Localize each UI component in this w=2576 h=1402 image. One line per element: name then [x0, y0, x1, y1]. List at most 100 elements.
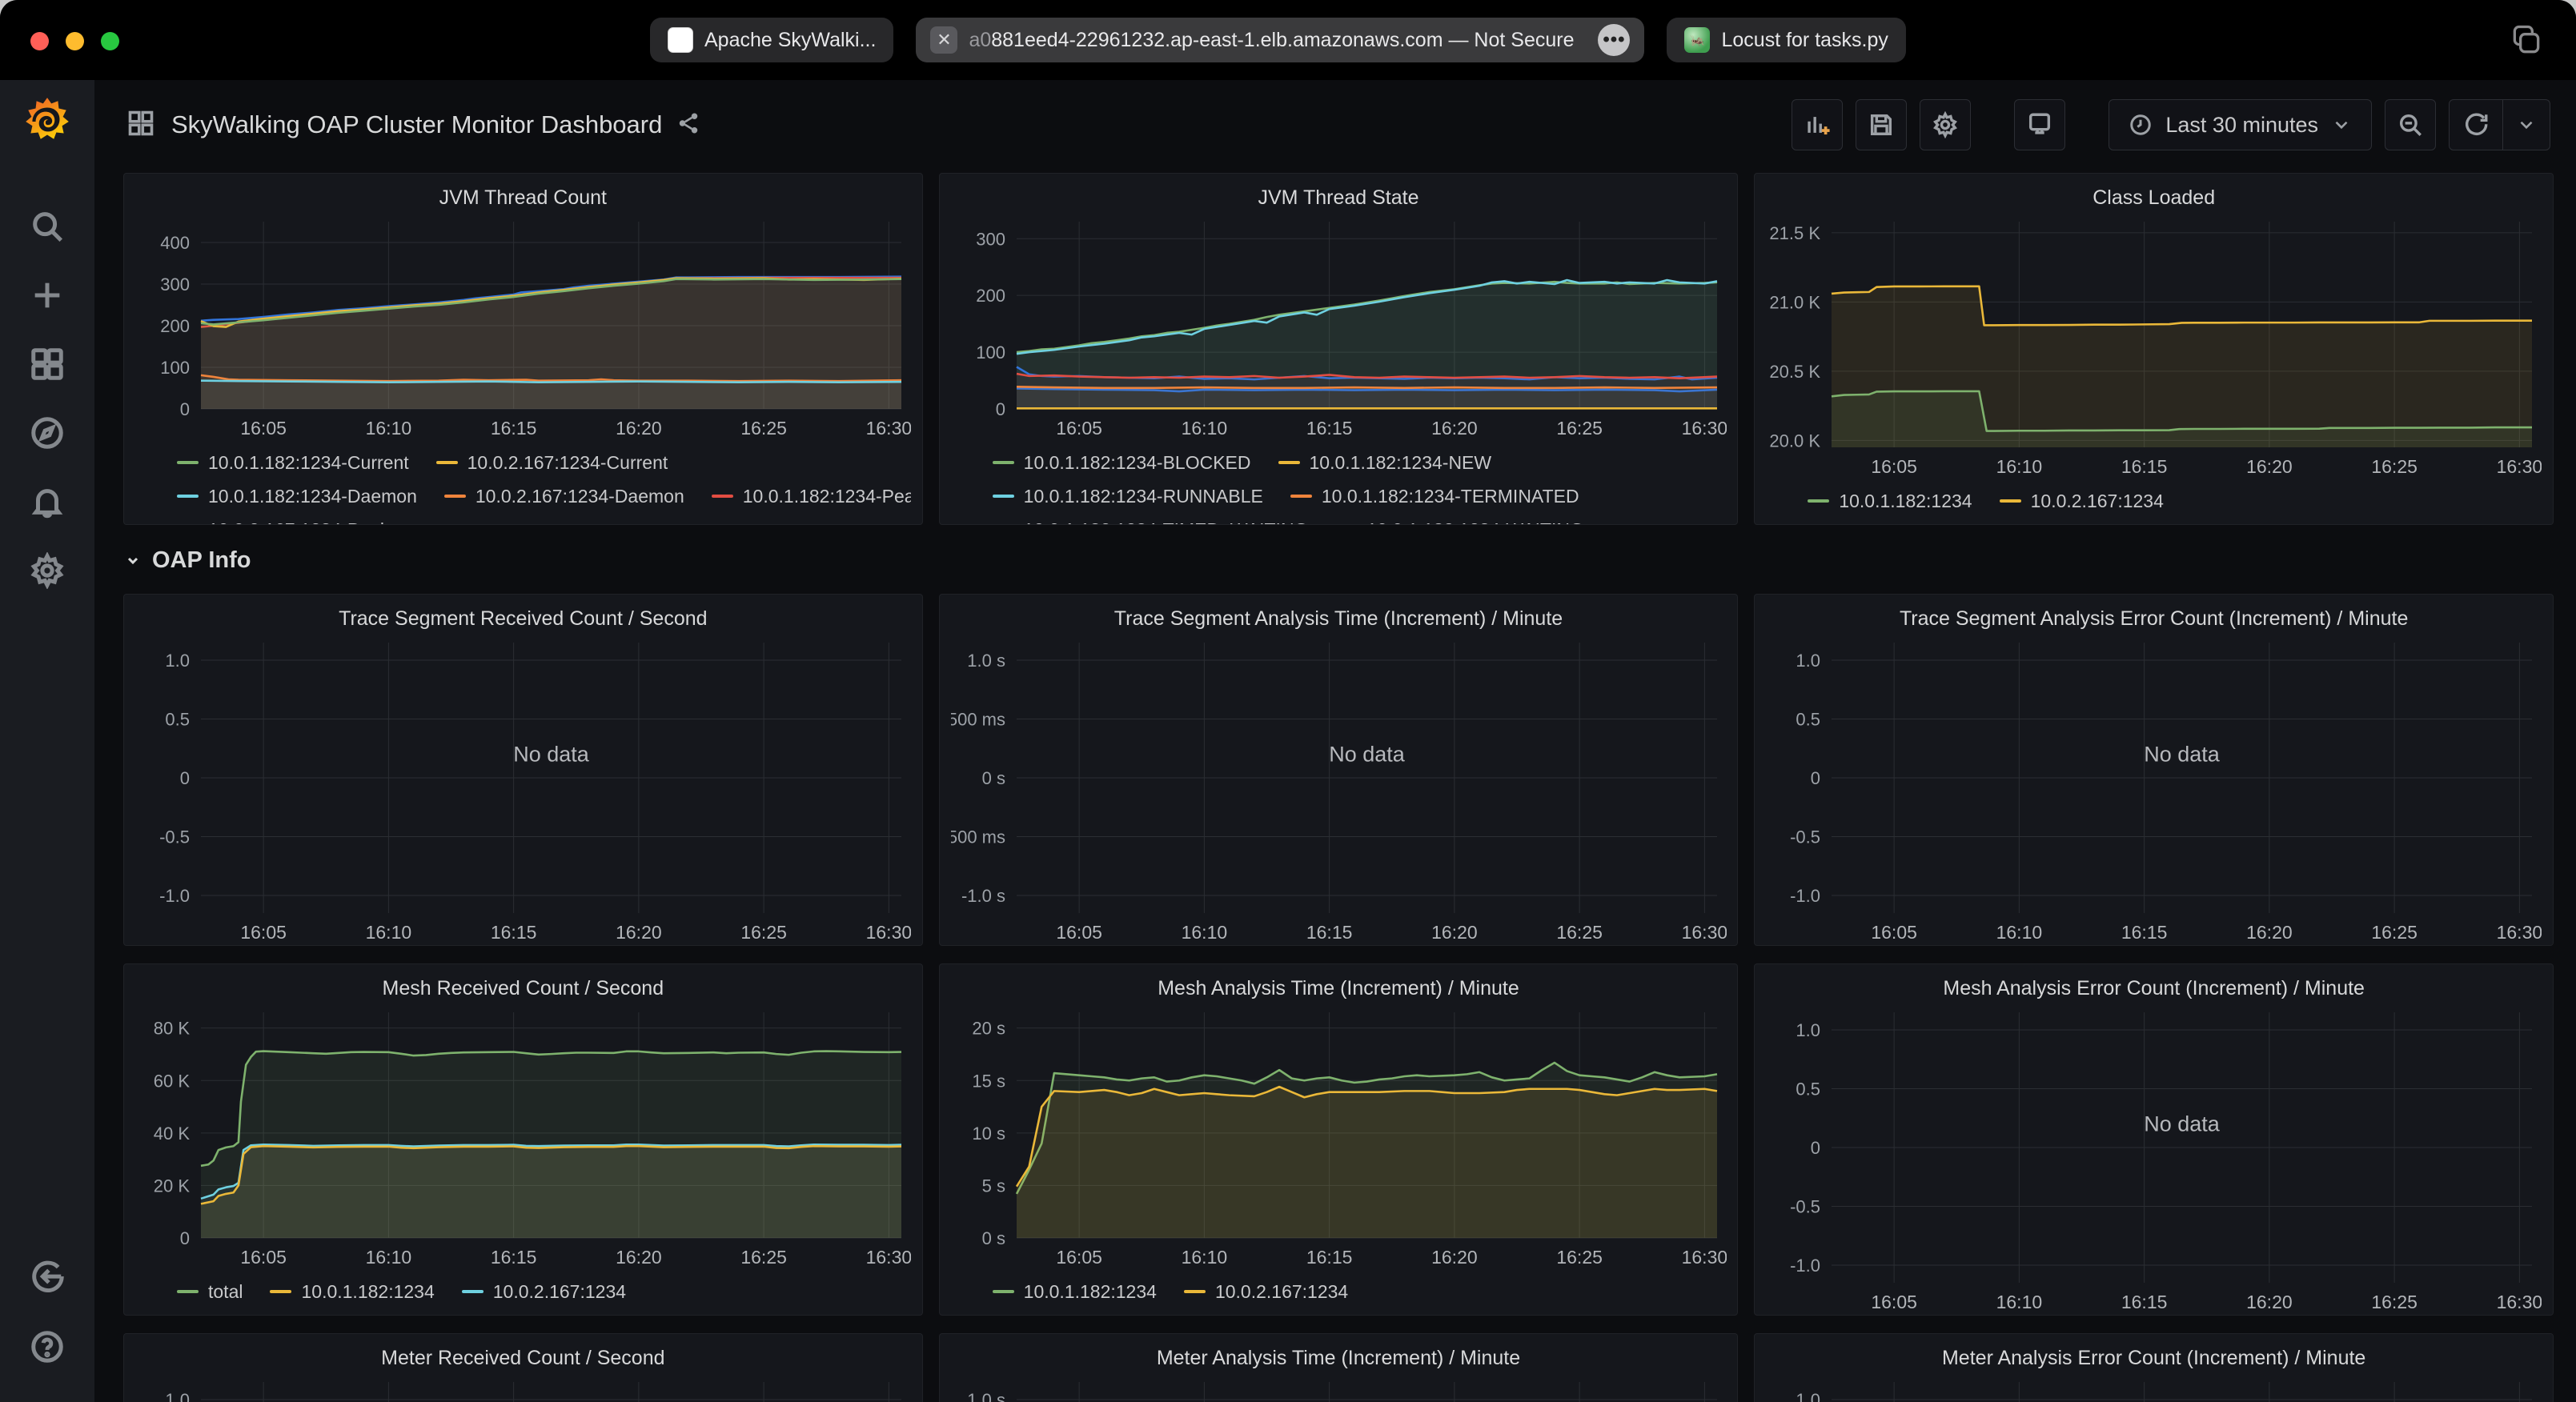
svg-text:20 K: 20 K — [154, 1176, 191, 1196]
panel: Mesh Analysis Error Count (Increment) / … — [1754, 963, 2554, 1316]
add-panel-button[interactable] — [1792, 99, 1844, 150]
svg-text:0.5: 0.5 — [1796, 710, 1821, 730]
legend-item[interactable]: 10.0.2.167:1234 — [461, 1280, 627, 1303]
help-icon[interactable] — [29, 1328, 66, 1365]
legend-item[interactable]: 10.0.1.182:1234 — [992, 1281, 1157, 1303]
panel-title[interactable]: Meter Received Count / Second — [381, 1347, 665, 1369]
legend-item[interactable]: 10.0.2.167:1234-Current — [435, 452, 668, 474]
minimize-window-button[interactable] — [66, 32, 84, 50]
refresh-interval-dropdown[interactable] — [2503, 100, 2550, 150]
panel-title[interactable]: Mesh Received Count / Second — [382, 977, 664, 999]
close-tab-icon[interactable]: ✕ — [930, 26, 958, 54]
grafana-logo[interactable] — [21, 94, 74, 147]
svg-text:200: 200 — [976, 286, 1005, 306]
legend-item[interactable]: 10.0.1.182:1234-Daemon — [177, 486, 417, 507]
fullscreen-window-button[interactable] — [101, 32, 119, 50]
legend-item[interactable]: 10.0.1.182:1234-BLOCKED — [992, 452, 1251, 474]
chart-legend: 10.0.1.182:1234-BLOCKED 10.0.1.182:1234-N… — [951, 441, 1727, 525]
legend-item[interactable]: 10.0.1.182:1234-NEW — [1278, 452, 1491, 474]
svg-text:10 s: 10 s — [972, 1124, 1005, 1144]
sign-out-icon[interactable] — [29, 1260, 66, 1296]
svg-text:16:30: 16:30 — [866, 418, 911, 439]
chart-plot-area: 0 s 5 s 10 s 15 s 20 s 16:05 16:10 16:15 16:20 16… — [951, 1006, 1727, 1270]
panel: Meter Analysis Time (Increment) / Minute… — [938, 1333, 1739, 1402]
panel-title[interactable]: Mesh Analysis Time (Increment) / Minute — [1158, 977, 1519, 999]
legend-swatch-icon — [1999, 499, 2021, 503]
time-range-picker[interactable]: Last 30 minutes — [2109, 99, 2372, 150]
tab-locust[interactable]: 🦗 Locust for tasks.py — [1667, 18, 1906, 62]
legend-item[interactable]: 10.0.1.182:1234-Current — [177, 452, 409, 474]
legend-swatch-icon — [711, 495, 733, 498]
panel-title[interactable]: JVM Thread Count — [439, 186, 608, 209]
svg-text:16:10: 16:10 — [1181, 1247, 1227, 1268]
panel-title[interactable]: Meter Analysis Error Count (Increment) /… — [1941, 1347, 2366, 1369]
create-plus-icon[interactable] — [29, 277, 66, 314]
panel-title[interactable]: Class Loaded — [2092, 186, 2216, 209]
legend-item[interactable]: 10.0.1.182:1234-TERMINATED — [1290, 486, 1579, 507]
legend-item[interactable]: 10.0.2.167:1234-Daemon — [443, 486, 684, 507]
panel-title[interactable]: Trace Segment Analysis Time (Increment) … — [1113, 607, 1563, 630]
grafana-sidebar — [0, 80, 94, 1402]
legend-item[interactable]: 10.0.1.182:1234-Peak — [711, 485, 911, 507]
tab-grafana-active[interactable]: ✕ a0881eed4-22961232.ap-east-1.elb.amazo… — [916, 18, 1645, 62]
dashboard-header: SkyWalking OAP Cluster Monitor Dashboard — [94, 80, 2576, 170]
zoom-out-time-button[interactable] — [2385, 99, 2436, 150]
legend-item[interactable]: 10.0.2.167:1234 — [1999, 491, 2164, 512]
panel-title[interactable]: JVM Thread State — [1258, 186, 1419, 209]
tab-apache-skywalking[interactable]: SW Apache SkyWalki... — [650, 18, 894, 62]
explore-compass-icon[interactable] — [29, 415, 66, 451]
window-controls — [30, 32, 119, 50]
legend-item[interactable]: 10.0.1.182:1234-WAITING — [1335, 519, 1583, 525]
dashboard-grid-icon[interactable] — [126, 109, 155, 142]
legend-row: 10.0.1.182:1234-RUNNABLE 10.0.1.182:1234-… — [992, 479, 1727, 513]
svg-text:15 s: 15 s — [972, 1071, 1005, 1091]
svg-text:16:05: 16:05 — [1056, 418, 1102, 439]
close-window-button[interactable] — [30, 32, 49, 50]
svg-text:16:30: 16:30 — [866, 1247, 911, 1268]
svg-text:16:05: 16:05 — [1872, 456, 1918, 477]
tab-more-icon[interactable]: ••• — [1598, 24, 1631, 56]
configuration-gear-icon[interactable] — [29, 551, 66, 590]
refresh-dashboard-button[interactable] — [2450, 100, 2502, 150]
section-oap-info[interactable]: OAP Info — [123, 543, 2554, 578]
legend-item[interactable]: 10.0.1.182:1234 — [1808, 491, 1972, 512]
panel-title[interactable]: Trace Segment Analysis Error Count (Incr… — [1899, 607, 2409, 630]
chart-svg: -1.0 -0.5 0 0.5 1.0 16:05 16:10 16:15 16:20 16:25… — [1790, 1012, 2542, 1312]
chart-svg: 0 s 5 s 10 s 15 s 20 s 16:05 16:10 16:15 16:20 16… — [972, 1012, 1727, 1268]
legend-item[interactable]: 10.0.1.182:1234 — [270, 1281, 435, 1303]
panel: JVM Thread Count 0 100 200 300 400 16:05 16:10 1… — [123, 173, 923, 525]
share-icon[interactable] — [676, 111, 700, 139]
svg-text:16:15: 16:15 — [1306, 418, 1353, 439]
legend-item[interactable]: 10.0.1.182:1234-RUNNABLE — [992, 486, 1263, 507]
save-dashboard-button[interactable] — [1856, 99, 1908, 150]
panel-title[interactable]: Meter Analysis Time (Increment) / Minute — [1156, 1347, 1521, 1369]
panel-title[interactable]: Trace Segment Received Count / Second — [339, 607, 708, 630]
svg-text:-0.5: -0.5 — [1790, 1196, 1820, 1216]
cycle-view-mode-button[interactable] — [2014, 99, 2066, 150]
svg-text:16:20: 16:20 — [616, 1247, 662, 1268]
svg-text:80 K: 80 K — [154, 1019, 191, 1039]
svg-text:16:25: 16:25 — [740, 418, 787, 439]
chart-plot-area: -1.0-0.500.51.016:0516:1016:1516:2016:25… — [135, 1376, 911, 1402]
legend-item[interactable]: 10.0.2.167:1234-Peak — [177, 519, 389, 525]
legend-label: 10.0.1.182:1234-Peak — [742, 485, 911, 507]
dashboards-icon[interactable] — [29, 346, 66, 383]
legend-label: 10.0.2.167:1234 — [492, 1280, 627, 1302]
panel-title[interactable]: Mesh Analysis Error Count (Increment) / … — [1943, 977, 2365, 999]
legend-label: 10.0.2.167:1234 — [1214, 1280, 1349, 1302]
legend-item[interactable]: total — [177, 1281, 243, 1303]
dashboard-settings-button[interactable] — [1920, 99, 1972, 150]
svg-text:0: 0 — [180, 768, 190, 788]
legend-row: total 10.0.1.182:1234 10.0.2.167:1234 — [177, 1275, 911, 1308]
tab-overview-icon[interactable] — [2509, 22, 2544, 58]
legend-item[interactable]: 10.0.1.182:1234-TIMED_WAITING — [993, 519, 1309, 525]
svg-text:0 s: 0 s — [981, 1228, 1005, 1248]
tab-title: Apache SkyWalki... — [704, 28, 877, 51]
search-icon[interactable] — [29, 208, 66, 245]
alerting-bell-icon[interactable] — [29, 483, 66, 520]
svg-text:1.0 s: 1.0 s — [967, 651, 1005, 671]
legend-item[interactable]: 10.0.2.167:1234 — [1183, 1280, 1349, 1303]
legend-label: 10.0.2.167:1234-Peak — [208, 519, 389, 525]
